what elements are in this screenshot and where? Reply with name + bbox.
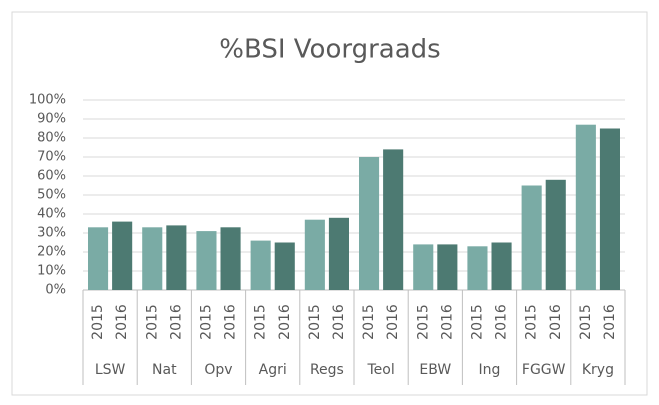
series-label: 2015 — [198, 304, 214, 340]
bar — [304, 219, 325, 290]
series-label: 2015 — [524, 304, 540, 340]
series-label: 2016 — [602, 304, 618, 340]
y-tick-label: 80% — [37, 131, 66, 146]
bar — [545, 179, 566, 290]
bar — [437, 244, 458, 290]
series-label: 2015 — [90, 304, 106, 340]
series-label: 2016 — [223, 304, 239, 340]
series-label: 2015 — [415, 304, 431, 340]
chart-title: %BSI Voorgraads — [219, 35, 440, 65]
series-label: 2015 — [307, 304, 323, 340]
bar — [88, 227, 109, 290]
y-tick-label: 100% — [29, 93, 66, 108]
x-tick-label: Opv — [204, 362, 232, 378]
bar — [359, 157, 380, 290]
bar — [467, 246, 488, 290]
series-label: 2016 — [168, 304, 184, 340]
series-label: 2015 — [469, 304, 485, 340]
y-tick-label: 30% — [37, 226, 66, 241]
bar — [220, 227, 241, 290]
bar — [521, 185, 542, 290]
x-tick-label: FGGW — [522, 362, 566, 378]
bar — [575, 124, 596, 290]
series-label: 2016 — [439, 304, 455, 340]
bar — [112, 221, 133, 290]
bar — [491, 242, 512, 290]
series-label: 2016 — [331, 304, 347, 340]
x-tick-label: Ing — [479, 362, 501, 378]
x-tick-label: EBW — [419, 362, 451, 378]
series-label: 2015 — [253, 304, 269, 340]
series-label: 2016 — [494, 304, 510, 340]
bar — [328, 217, 349, 290]
bar — [383, 149, 404, 290]
x-tick-label: Nat — [152, 362, 177, 378]
y-tick-label: 20% — [37, 245, 66, 260]
series-label: 2015 — [144, 304, 160, 340]
bar — [142, 227, 163, 290]
y-tick-label: 70% — [37, 150, 66, 165]
series-label: 2016 — [385, 304, 401, 340]
y-tick-label: 10% — [37, 264, 66, 279]
series-label: 2016 — [114, 304, 130, 340]
x-tick-label: Kryg — [582, 362, 614, 378]
x-tick-label: LSW — [95, 362, 126, 378]
series-label: 2015 — [578, 304, 594, 340]
x-tick-label: Regs — [310, 362, 344, 378]
y-tick-label: 60% — [37, 169, 66, 184]
y-tick-label: 90% — [37, 112, 66, 127]
series-label: 2015 — [361, 304, 377, 340]
y-tick-label: 40% — [37, 207, 66, 222]
bar — [413, 244, 434, 290]
x-tick-label: Agri — [259, 362, 287, 378]
bar — [599, 128, 620, 290]
bar — [250, 240, 271, 290]
series-label: 2016 — [277, 304, 293, 340]
bar — [166, 225, 187, 290]
y-tick-label: 50% — [37, 188, 66, 203]
bar — [274, 242, 295, 290]
series-label: 2016 — [548, 304, 564, 340]
bar — [196, 231, 217, 290]
x-tick-label: Teol — [366, 362, 394, 378]
y-tick-label: 0% — [45, 283, 66, 298]
